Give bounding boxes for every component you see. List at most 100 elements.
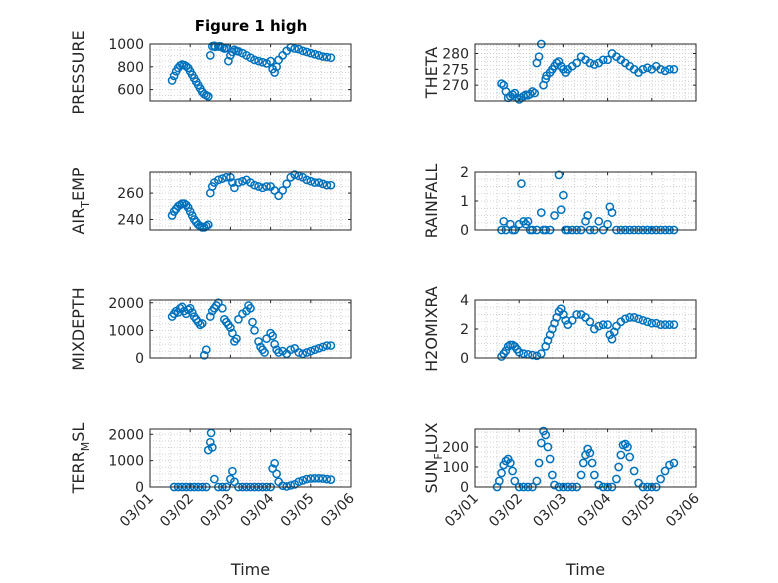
y-tick-label: 0 <box>460 351 469 367</box>
data-point <box>254 56 263 66</box>
y-tick-label: 275 <box>442 62 469 78</box>
data-point <box>607 208 617 217</box>
data-point <box>203 220 213 230</box>
data-point <box>270 186 279 195</box>
data-point <box>272 469 281 479</box>
y-tick-label: 240 <box>117 212 144 228</box>
data-point <box>207 443 217 452</box>
data-point <box>282 179 292 189</box>
data-point <box>651 318 661 328</box>
data-point <box>310 345 320 355</box>
data-point <box>660 466 670 476</box>
y-axis-label: MIXDEPTH <box>69 287 88 370</box>
data-point <box>318 179 328 189</box>
data-point <box>278 186 288 195</box>
axes-frame <box>149 43 352 102</box>
data-point <box>629 466 639 476</box>
data-point <box>306 176 316 186</box>
data-point <box>258 57 267 67</box>
data-point <box>318 474 328 483</box>
data-point <box>643 317 652 327</box>
data-point <box>510 88 520 98</box>
x-tick-label: 03/02 <box>157 491 197 531</box>
data-point <box>314 473 324 483</box>
y-tick-label: 1000 <box>108 454 144 470</box>
data-point <box>669 320 679 329</box>
y-axis-label: TERRMSL <box>69 423 92 495</box>
data-point <box>665 460 674 470</box>
subplot-3: 240 260 AIRTEMP <box>69 167 352 235</box>
data-point <box>554 170 564 180</box>
data-point <box>310 473 320 483</box>
subplot-6: 0 2 4 H2OMIXRA <box>422 286 697 372</box>
data-point <box>238 176 247 186</box>
data-point <box>669 64 679 74</box>
data-point <box>594 216 604 226</box>
data-point <box>246 303 255 313</box>
x-tick-label: 03/03 <box>530 491 570 531</box>
data-point <box>656 474 665 484</box>
x-tick-label: 03/05 <box>278 491 318 531</box>
data-point <box>195 320 205 330</box>
subplot-5: 0 1000 2000 MIXDEPTH <box>69 287 352 371</box>
data-point <box>665 64 674 74</box>
data-point <box>603 320 612 329</box>
data-point <box>326 475 336 484</box>
data-point <box>199 350 209 360</box>
data-point <box>314 343 324 353</box>
data-point <box>270 458 279 468</box>
y-tick-label: 2000 <box>108 296 144 312</box>
y-tick-label: 0 <box>135 351 144 367</box>
data-point <box>314 51 324 60</box>
data-point <box>550 480 559 490</box>
data-point <box>250 55 259 65</box>
data-point <box>587 458 597 468</box>
data-point <box>572 58 582 68</box>
data-point <box>525 89 535 99</box>
data-point <box>314 178 324 187</box>
data-point <box>581 313 590 322</box>
data-point <box>550 211 559 220</box>
data-point <box>326 341 336 350</box>
data-point <box>218 174 227 183</box>
data-point <box>290 170 300 179</box>
data-point <box>494 476 504 486</box>
data-point <box>203 92 213 101</box>
data-point <box>534 458 544 468</box>
data-point <box>523 216 533 226</box>
y-tick-label: 0 <box>460 223 469 239</box>
data-point <box>656 64 665 74</box>
data-point <box>228 328 237 338</box>
data-point <box>530 88 540 98</box>
data-point <box>497 79 506 88</box>
data-point <box>528 350 537 360</box>
x-tick-label: 03/06 <box>318 490 358 530</box>
y-tick-label: 270 <box>442 78 469 94</box>
data-point <box>563 320 573 329</box>
data-point <box>598 55 608 65</box>
data-point <box>205 312 215 321</box>
data-point <box>298 46 308 56</box>
data-point <box>268 331 277 341</box>
axes-frame <box>149 299 352 359</box>
data-point <box>250 180 259 190</box>
data-point <box>294 44 304 54</box>
data-point <box>234 47 243 56</box>
data-point <box>594 321 604 331</box>
data-point <box>270 68 279 77</box>
data-point <box>266 56 275 66</box>
data-point <box>543 442 553 452</box>
data-point <box>228 47 237 57</box>
data-point <box>181 309 191 319</box>
data-point <box>298 476 308 485</box>
axes-frame <box>149 428 352 488</box>
data-point <box>326 180 336 190</box>
subplot-8: 0 100 200 03/01 03/02 03/03 03/04 03/05 03/06 SUN… <box>422 422 703 579</box>
data-point <box>517 179 526 188</box>
data-point <box>536 349 546 358</box>
data-point <box>603 55 612 65</box>
data-point <box>634 314 643 324</box>
data-point <box>274 191 283 201</box>
data-point <box>576 470 586 480</box>
data-point <box>506 458 515 468</box>
